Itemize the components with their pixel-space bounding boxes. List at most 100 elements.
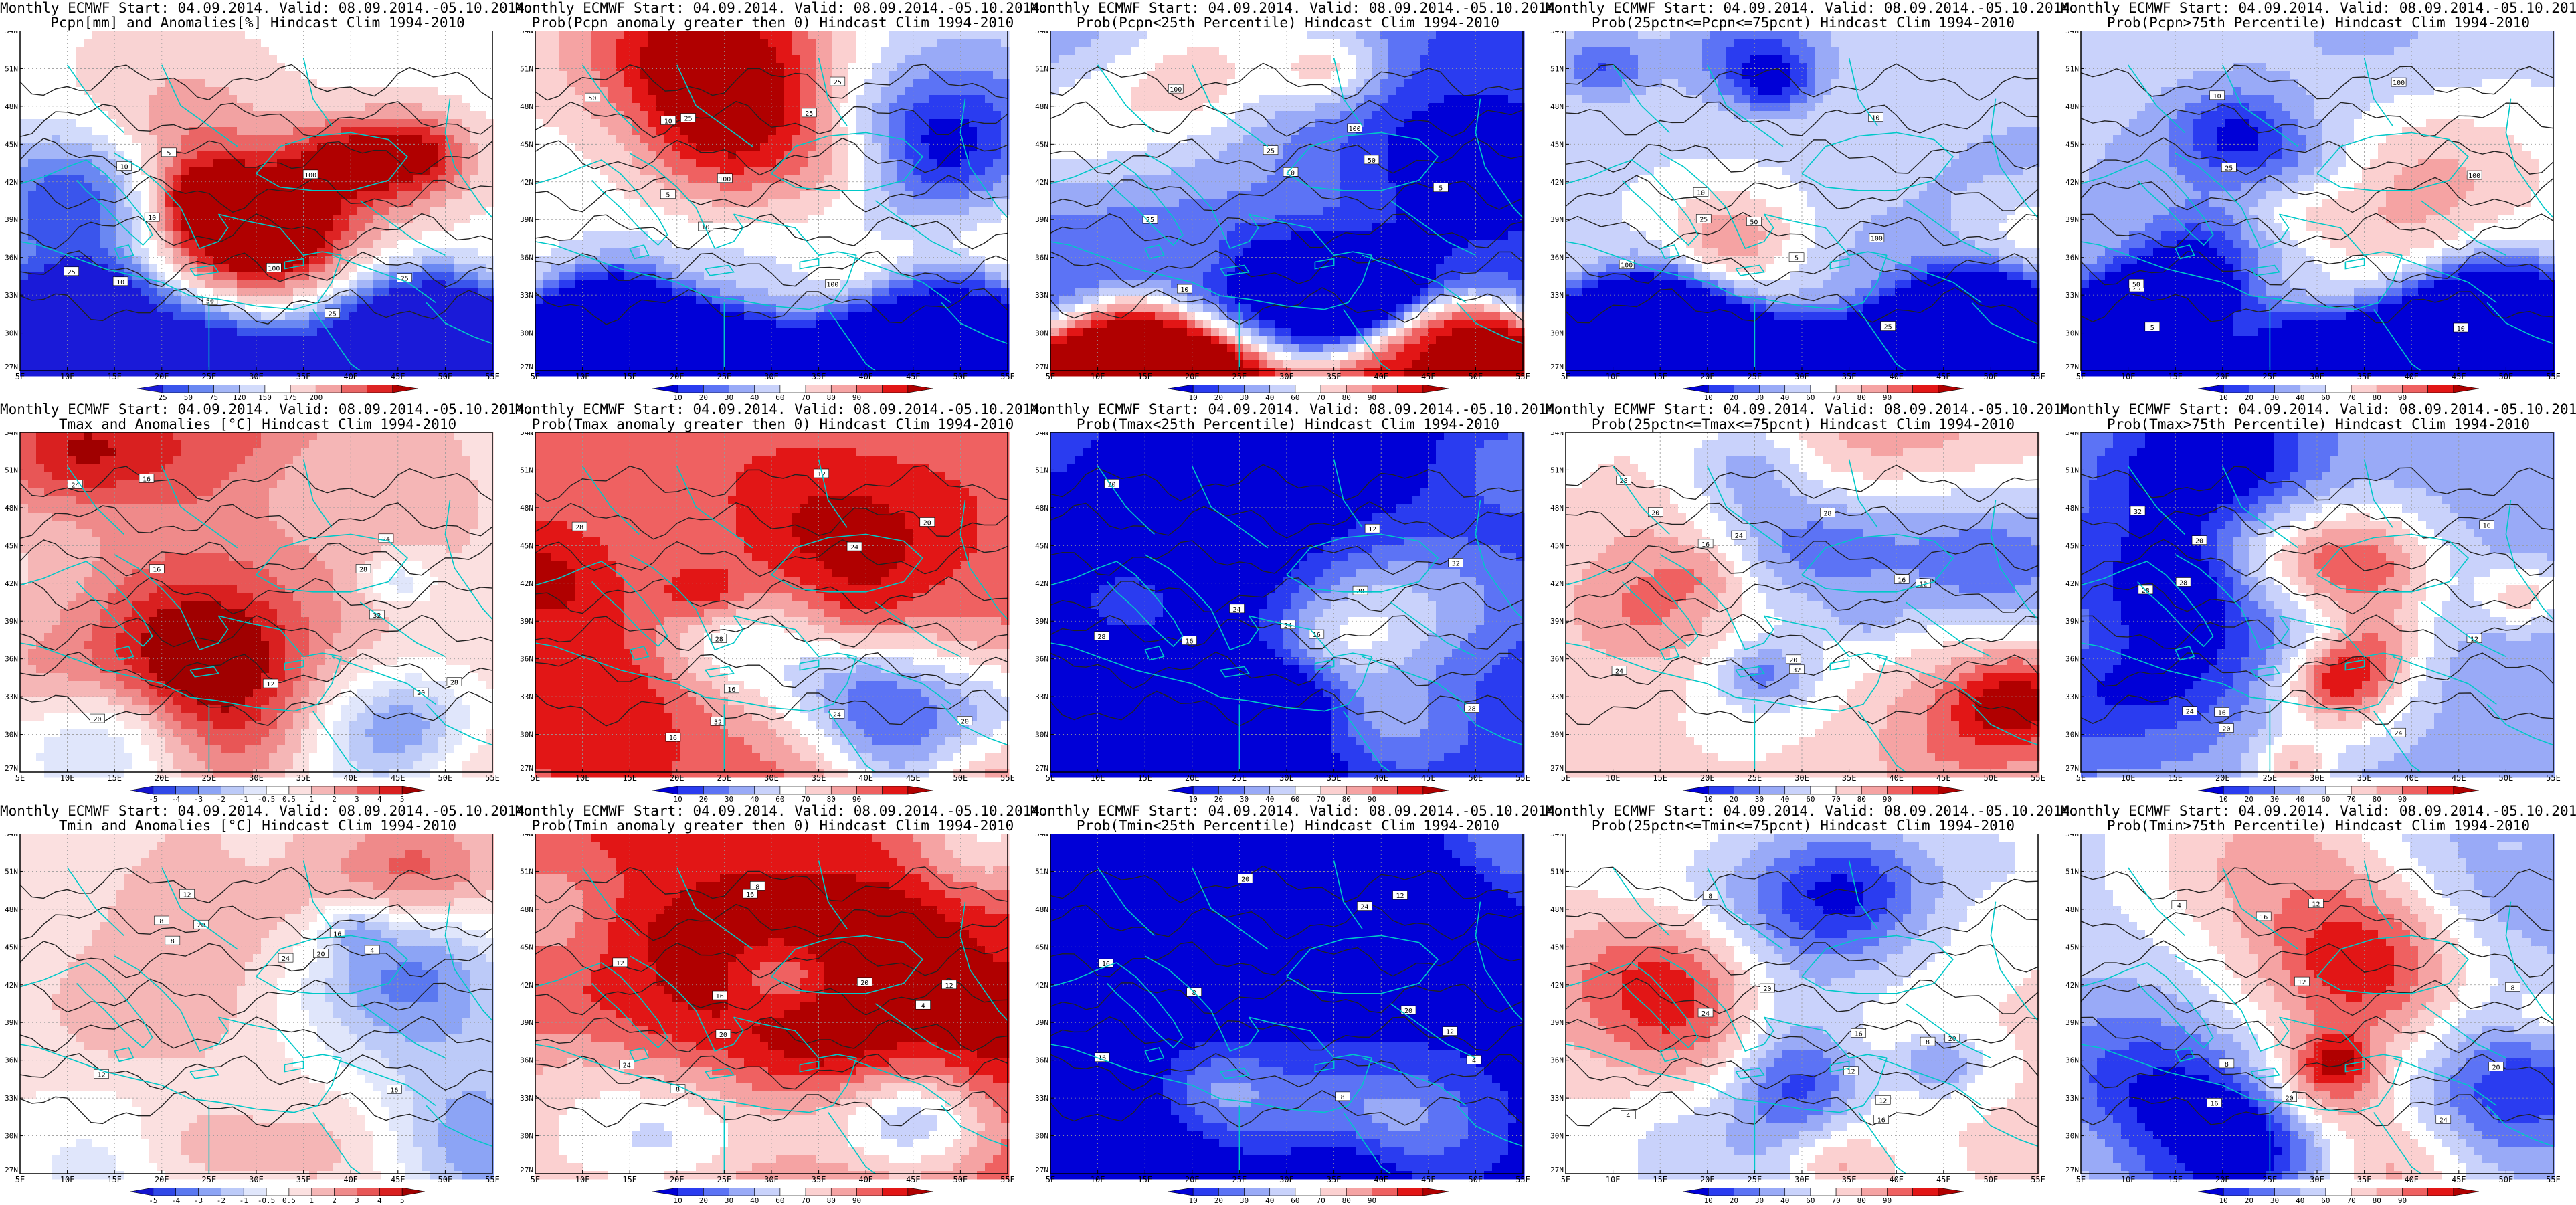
latitude-label: 30N <box>1035 1132 1048 1141</box>
contour-label: 12 <box>945 982 953 990</box>
colorbar-swatch <box>2198 385 2223 393</box>
contour-label: 20 <box>1789 657 1797 664</box>
longitude-label: 55E <box>2546 1175 2561 1184</box>
longitude-label: 25E <box>1748 372 1762 381</box>
colorbar-swatch <box>2223 786 2249 794</box>
contour-label: 25 <box>805 110 813 118</box>
longitude-label: 15E <box>1137 372 1152 381</box>
latitude-label: 42N <box>520 579 533 588</box>
contour-label: 20 <box>1241 876 1249 883</box>
colorbar-swatch <box>341 385 367 393</box>
contour-label: 10 <box>148 215 156 222</box>
latitude-label: 39N <box>5 617 18 626</box>
latitude-label: 27N <box>2065 764 2079 773</box>
colorbar-label: -3 <box>194 1196 203 1205</box>
latitude-label: 30N <box>520 731 533 739</box>
longitude-label: 30E <box>764 372 779 381</box>
latitude-label: 51N <box>1550 867 1564 876</box>
colorbar-swatch <box>1913 385 1938 393</box>
longitude-label: 35E <box>812 773 826 783</box>
colorbar-swatch <box>1861 1188 1887 1196</box>
colorbar-swatch <box>367 385 393 393</box>
longitude-label: 55E <box>2031 372 2045 381</box>
latitude-label: 45N <box>520 943 533 951</box>
colorbar-swatch <box>1245 385 1270 393</box>
latitude-label: 54N <box>5 31 18 35</box>
colorbar-swatch <box>1372 786 1397 794</box>
latitude-label: 54N <box>1550 834 1564 838</box>
latitude-label: 27N <box>1035 363 1048 371</box>
latitude-label: 27N <box>1035 1166 1048 1174</box>
panel-title-line2: Prob(Tmin>75th Percentile) Hindcast Clim… <box>2061 818 2576 833</box>
panel-title-line2: Tmin and Anomalies [°C] Hindcast Clim 19… <box>0 818 515 833</box>
forecast-panel: Monthly ECMWF Start: 04.09.2014. Valid: … <box>2061 803 2576 1204</box>
longitude-label: 35E <box>812 1175 826 1184</box>
latitude-label: 51N <box>5 867 18 876</box>
contour-label: 100 <box>826 282 838 289</box>
colorbar-swatch <box>1861 385 1887 393</box>
colorbar-swatch <box>1785 1188 1811 1196</box>
panel-title-line2: Prob(25pctn<=Tmax<=75pcnt) Hindcast Clim… <box>1546 417 2061 432</box>
colorbar-swatch <box>1398 385 1423 393</box>
colorbar-swatch <box>2402 1188 2427 1196</box>
latitude-label: 36N <box>520 655 533 664</box>
longitude-label: 10E <box>575 773 590 783</box>
longitude-label: 25E <box>202 1175 217 1184</box>
longitude-label: 55E <box>1000 773 1015 783</box>
longitude-label: 55E <box>2031 773 2045 783</box>
colorbar-swatch <box>1836 786 1861 794</box>
latitude-label: 45N <box>2065 140 2079 149</box>
colorbar-swatch <box>244 1188 266 1196</box>
contour-label: 8 <box>676 1087 680 1094</box>
colorbar-swatch <box>1708 1188 1734 1196</box>
latitude-label: 51N <box>2065 466 2079 474</box>
colorbar-swatch <box>1398 786 1423 794</box>
contour-label: 10 <box>1697 189 1705 197</box>
colorbar-label: -5 <box>149 1196 157 1205</box>
colorbar-swatch <box>176 786 199 794</box>
colorbar-swatch <box>1708 786 1734 794</box>
longitude-label: 55E <box>1515 773 1530 783</box>
longitude-label: 15E <box>1653 372 1667 381</box>
longitude-label: 25E <box>202 773 217 783</box>
colorbar-swatch <box>831 786 856 794</box>
longitude-label: 5E <box>1046 372 1055 381</box>
latitude-label: 33N <box>1035 1094 1048 1103</box>
latitude-label: 36N <box>2065 1056 2079 1065</box>
longitude-label: 20E <box>670 1175 684 1184</box>
longitude-label: 20E <box>155 773 169 783</box>
colorbar-swatch <box>2377 1188 2402 1196</box>
forecast-map: 1620242832162428201254N51N48N45N42N39N36… <box>2063 432 2563 785</box>
contour-label: 8 <box>2510 984 2514 992</box>
colorbar-swatch <box>2428 786 2454 794</box>
colorbar-label: 40 <box>1265 1196 1274 1205</box>
longitude-label: 25E <box>1232 1175 1247 1184</box>
contour-label: 8 <box>171 938 175 945</box>
longitude-label: 25E <box>1232 773 1247 783</box>
anomaly-field <box>20 31 494 377</box>
contour-label: 100 <box>268 265 280 272</box>
forecast-panel: Monthly ECMWF Start: 04.09.2014. Valid: … <box>1030 803 1546 1204</box>
colorbar-swatch <box>130 786 153 794</box>
contour-label: 12 <box>616 960 624 967</box>
colorbar-swatch <box>289 1188 312 1196</box>
latitude-label: 36N <box>1550 655 1564 664</box>
colorbar-swatch <box>1346 1188 1372 1196</box>
latitude-label: 48N <box>1550 905 1564 914</box>
contour-label: 32 <box>2134 508 2142 516</box>
contour-label: 32 <box>1792 667 1801 674</box>
contour-label: 4 <box>1472 1057 1476 1064</box>
latitude-label: 30N <box>1035 329 1048 338</box>
longitude-label: 20E <box>670 372 684 381</box>
colorbar-swatch <box>1372 1188 1397 1196</box>
longitude-label: 10E <box>2121 1175 2136 1184</box>
latitude-label: 45N <box>2065 541 2079 550</box>
latitude-label: 30N <box>2065 329 2079 338</box>
contour-label: 32 <box>1452 560 1460 567</box>
latitude-label: 39N <box>5 215 18 224</box>
anomaly-field <box>2081 834 2555 1180</box>
longitude-label: 10E <box>1606 1175 1621 1184</box>
contour-label: 28 <box>715 636 723 643</box>
anomaly-field <box>1050 31 1525 377</box>
